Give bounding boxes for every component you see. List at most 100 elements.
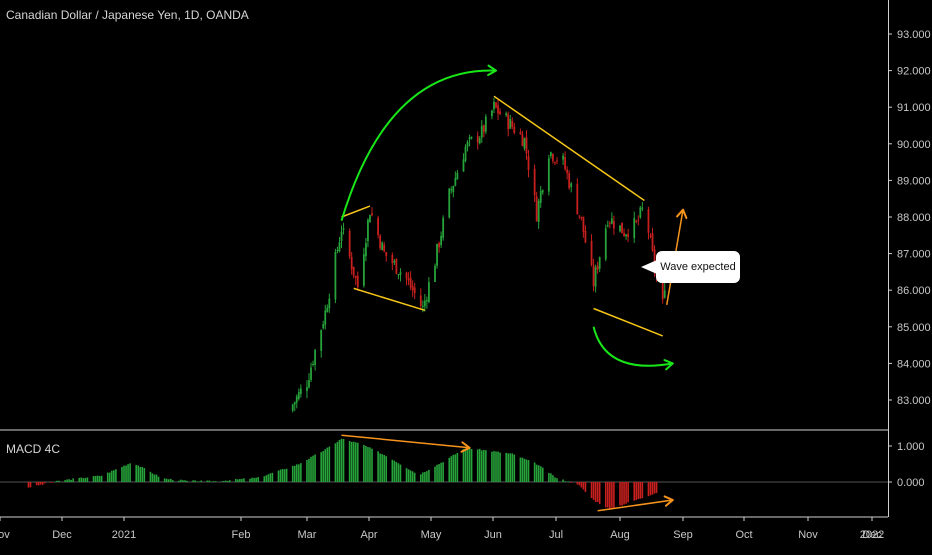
descending-channel-upper-line (493, 95, 645, 202)
wave-expected-callout[interactable]: Wave expected (656, 251, 740, 283)
macd-bar (198, 481, 201, 482)
macd-bar (580, 482, 583, 488)
macd-bar (651, 482, 654, 495)
candle-body (425, 300, 428, 302)
macd-bar (328, 446, 331, 482)
macd-bar (499, 452, 501, 482)
candle (423, 294, 426, 312)
candle (397, 273, 400, 280)
candle (625, 233, 627, 240)
macd-bar (426, 471, 428, 482)
candle (312, 360, 314, 367)
candle (369, 214, 371, 223)
candle-body (342, 228, 345, 230)
candle (606, 220, 609, 228)
macd-bar (200, 480, 203, 482)
candle (509, 114, 512, 129)
candle-body (537, 200, 540, 222)
macd-bar (92, 476, 95, 482)
candle (470, 136, 473, 140)
macd-bar (405, 468, 408, 482)
candle-body (619, 225, 621, 232)
macd-y-axis: 1.000 0.000 (888, 441, 925, 489)
candle-body (409, 277, 412, 288)
candle-body (442, 217, 445, 238)
time-tick-label: May (421, 529, 442, 541)
macd-bar (135, 465, 137, 482)
candle-body (513, 126, 516, 133)
macd-bar (100, 475, 103, 482)
macd-bar (237, 479, 239, 482)
candle-body (592, 265, 595, 287)
time-tick-label: Dec (862, 529, 882, 541)
macd-bar (149, 471, 152, 482)
candle-body (552, 154, 554, 162)
candle (627, 228, 630, 243)
candle (434, 263, 436, 283)
candle-body (352, 266, 355, 276)
candle (480, 120, 483, 143)
candle (476, 131, 479, 150)
candle (411, 280, 414, 297)
macd-bar (163, 478, 166, 482)
candle (519, 128, 522, 135)
candle-body (334, 252, 337, 300)
candle-body (499, 111, 501, 115)
candle (608, 220, 611, 229)
macd-bar (271, 472, 274, 482)
candle (635, 219, 638, 224)
candle (552, 153, 554, 164)
candle (582, 216, 585, 238)
time-tick-label: Aug (610, 529, 630, 541)
candle-body (326, 307, 329, 312)
candle (367, 218, 369, 248)
candle (663, 283, 666, 299)
price-y-axis: 93.000 92.000 91.000 90.000 89.000 88.000 87.0… (888, 29, 931, 407)
candle (428, 277, 430, 304)
candle (419, 288, 422, 310)
candle-body (527, 156, 530, 171)
macd-bar (535, 464, 538, 482)
candle-body (641, 207, 644, 209)
candle-body (456, 172, 459, 180)
macd-bar (52, 482, 54, 483)
candle-body (348, 230, 351, 257)
candle (576, 178, 579, 215)
candle-body (562, 155, 564, 160)
time-tick-label: 2022 (860, 529, 884, 541)
macd-bar (27, 482, 30, 488)
candle (478, 135, 481, 145)
macd-bar (308, 458, 310, 482)
candle-body (438, 243, 440, 248)
macd-bar (210, 481, 213, 483)
macd-bar (241, 478, 243, 482)
macd-bar (497, 451, 499, 482)
macd-bar (578, 482, 581, 486)
time-tick-label: Nov (798, 529, 818, 541)
candle-body (578, 215, 581, 217)
pattern-lines (341, 95, 663, 337)
macd-bar (348, 440, 351, 482)
macd-bar (550, 473, 552, 482)
candle (570, 182, 573, 193)
candle (651, 227, 654, 252)
candle-body (293, 402, 296, 405)
macd-bar (214, 481, 217, 482)
macd-bar (552, 475, 554, 482)
macd-bar (106, 472, 109, 482)
candle-body (480, 125, 483, 138)
macd-tick-label: 1.000 (897, 441, 925, 453)
macd-bar (153, 474, 156, 482)
candle-body (295, 396, 298, 403)
macd-bar (598, 482, 601, 504)
macd-bar (592, 482, 595, 500)
macd-bar (369, 447, 371, 482)
candle (493, 97, 495, 114)
candle (362, 247, 365, 288)
candle-body (405, 272, 408, 279)
candle (438, 241, 440, 253)
time-tick-label: Dec (52, 529, 72, 541)
macd-bar (72, 478, 74, 482)
macd-bar (66, 479, 68, 482)
